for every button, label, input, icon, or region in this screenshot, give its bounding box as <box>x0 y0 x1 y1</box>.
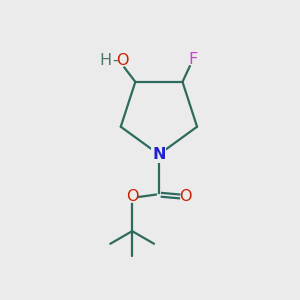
Text: -: - <box>112 53 118 68</box>
Text: N: N <box>152 147 166 162</box>
Text: F: F <box>188 52 197 67</box>
Text: H: H <box>99 53 112 68</box>
Text: O: O <box>179 190 192 205</box>
Text: O: O <box>116 53 129 68</box>
Text: O: O <box>126 190 138 205</box>
